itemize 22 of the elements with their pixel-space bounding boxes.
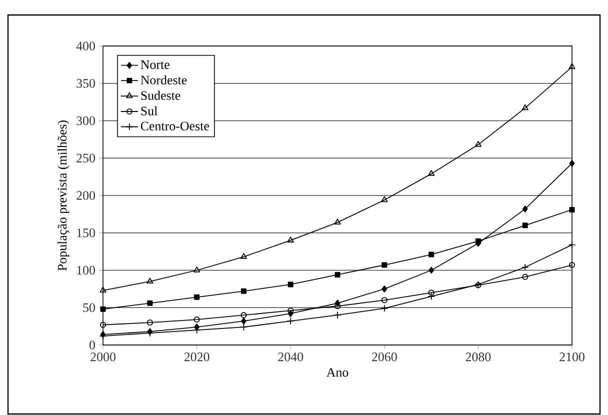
x-tick-label: 2020	[184, 352, 210, 362]
x-tick-label: 2060	[372, 352, 397, 362]
legend-label: Nordeste	[140, 75, 187, 84]
y-tick-label: 50	[83, 303, 95, 312]
legend-label: Norte	[140, 60, 170, 69]
x-tick-label: 2040	[278, 352, 304, 362]
x-tick-label: 2080	[466, 352, 491, 362]
legend-label: Sudeste	[141, 90, 180, 100]
legend-label: Sul	[141, 106, 158, 116]
y-tick-label: 250	[76, 154, 95, 162]
legend-label: Centro-Oeste	[140, 122, 209, 130]
x-tick-label: 2000	[90, 352, 116, 362]
y-tick-label: 0	[90, 340, 95, 350]
y-tick-label: 200	[76, 191, 95, 200]
y-tick-label: 150	[77, 228, 95, 238]
y-tick-label: 350	[76, 79, 95, 88]
y-axis-title: População prevista (milhões)	[57, 120, 70, 271]
x-axis-title: Ano	[326, 368, 348, 377]
y-tick-label: 400	[76, 42, 95, 50]
x-tick-label: 2100	[560, 352, 584, 362]
y-tick-label: 100	[77, 266, 95, 275]
y-tick-label: 300	[76, 116, 95, 126]
